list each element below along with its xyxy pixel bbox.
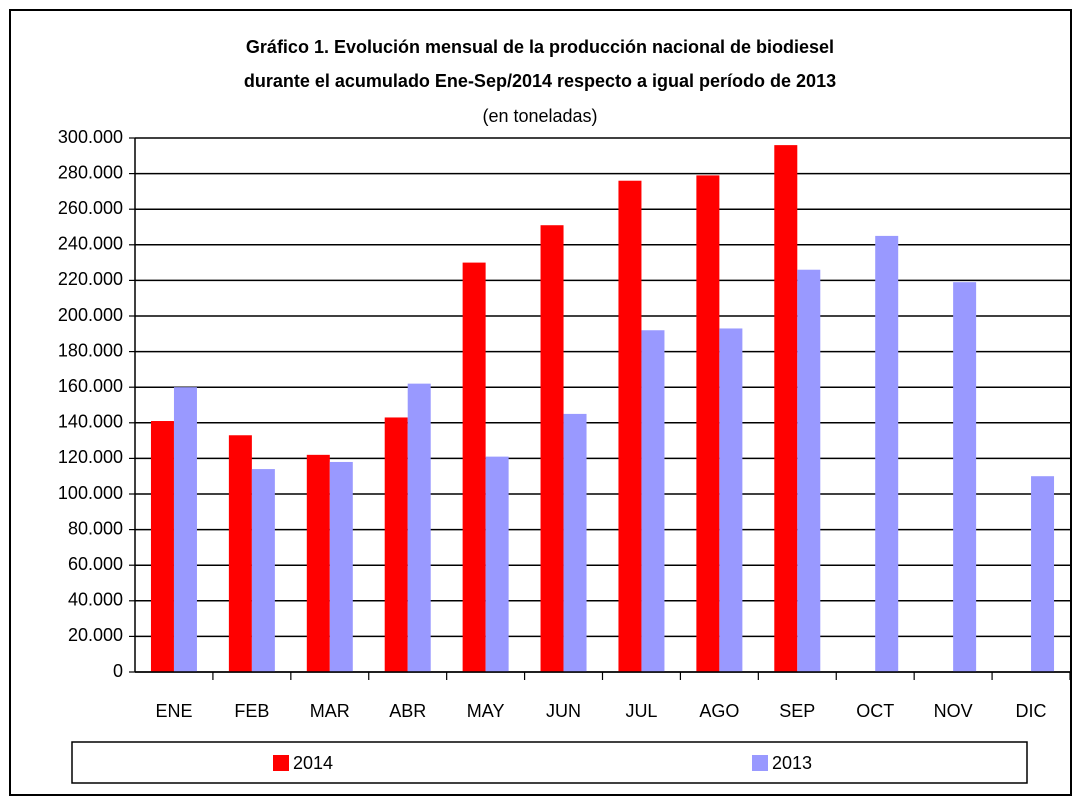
- x-tick-label: JUL: [625, 701, 657, 721]
- bar: [251, 469, 275, 672]
- legend: [71, 741, 1028, 784]
- x-tick-label: ENE: [155, 701, 192, 721]
- y-tick-label: 80.000: [68, 518, 123, 538]
- bar: [228, 435, 252, 672]
- x-tick-label: DIC: [1016, 701, 1047, 721]
- y-tick-label: 0: [113, 661, 123, 681]
- bar: [173, 387, 197, 672]
- y-tick-label: 160.000: [58, 376, 123, 396]
- bar: [953, 282, 977, 672]
- y-tick-label: 280.000: [58, 162, 123, 182]
- y-tick-label: 260.000: [58, 198, 123, 218]
- x-tick-label: FEB: [234, 701, 269, 721]
- bar: [1031, 476, 1055, 672]
- bar: [875, 235, 899, 672]
- bar: [696, 175, 720, 672]
- y-tick-label: 200.000: [58, 305, 123, 325]
- x-tick-label: JUN: [546, 701, 581, 721]
- x-tick-label: OCT: [856, 701, 894, 721]
- y-tick-label: 240.000: [58, 234, 123, 254]
- bar: [540, 225, 564, 672]
- chart-subtitle: (en toneladas): [482, 106, 597, 126]
- y-tick-label: 20.000: [68, 625, 123, 645]
- bar: [384, 417, 408, 672]
- y-tick-label: 100.000: [58, 483, 123, 503]
- bar: [306, 454, 330, 672]
- bar: [150, 421, 174, 672]
- x-tick-label: MAR: [310, 701, 350, 721]
- bar: [618, 180, 642, 672]
- bar: [485, 456, 509, 672]
- bar: [641, 330, 665, 672]
- legend-swatch: [273, 755, 289, 771]
- y-tick-label: 120.000: [58, 447, 123, 467]
- bar: [407, 383, 431, 672]
- chart-frame: [9, 9, 1072, 796]
- legend-swatch: [752, 755, 768, 771]
- bar: [774, 145, 798, 672]
- x-tick-label: NOV: [934, 701, 973, 721]
- chart-title: durante el acumulado Ene-Sep/2014 respec…: [244, 71, 836, 91]
- legend-label: 2013: [772, 753, 812, 773]
- y-tick-label: 140.000: [58, 412, 123, 432]
- x-tick-label: SEP: [779, 701, 815, 721]
- y-tick-label: 60.000: [68, 554, 123, 574]
- y-tick-label: 300.000: [58, 127, 123, 147]
- y-tick-label: 220.000: [58, 269, 123, 289]
- bar: [797, 269, 821, 672]
- y-tick-label: 40.000: [68, 590, 123, 610]
- legend-label: 2014: [293, 753, 333, 773]
- bar: [462, 262, 486, 672]
- bar: [719, 328, 743, 672]
- y-tick-label: 180.000: [58, 340, 123, 360]
- bar: [329, 461, 353, 672]
- bar: [563, 413, 587, 672]
- x-tick-label: AGO: [699, 701, 739, 721]
- x-tick-label: MAY: [467, 701, 505, 721]
- chart-title: Gráfico 1. Evolución mensual de la produ…: [246, 37, 834, 57]
- x-tick-label: ABR: [389, 701, 426, 721]
